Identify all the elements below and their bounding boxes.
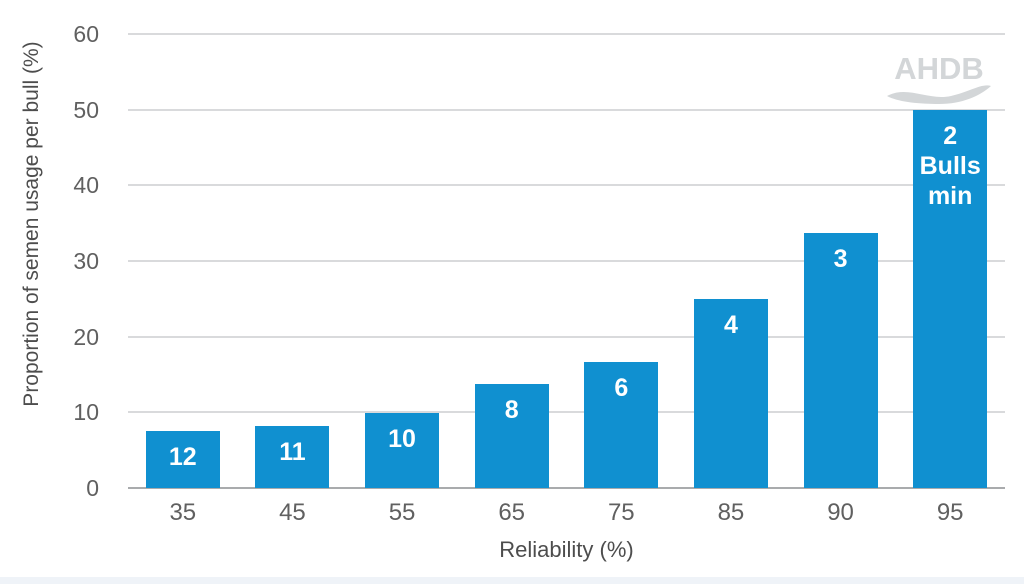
bar-value-label: 8 — [475, 395, 549, 425]
bar-45: 11 — [255, 425, 330, 488]
y-tick-label: 10 — [73, 399, 99, 426]
ahdb-logo-text: AHDB — [894, 51, 984, 86]
bar-value-label-line: 8 — [504, 395, 519, 424]
x-tick-label: 95 — [936, 499, 964, 526]
bar-35: 12 — [145, 431, 220, 488]
bar-value-label: 12 — [146, 442, 220, 472]
bar-value-label-line: 4 — [723, 310, 738, 339]
bar-65: 8 — [474, 383, 549, 488]
bar-55: 10 — [365, 413, 440, 488]
y-tick-label: 0 — [86, 475, 99, 501]
bar-value-label-line: 10 — [388, 425, 416, 454]
gridline-40 — [128, 184, 1005, 187]
bar-value-label: 4 — [694, 310, 768, 340]
gridline-50 — [128, 108, 1005, 111]
y-tick-label: 60 — [73, 21, 99, 47]
y-tick-label: 50 — [73, 96, 99, 123]
bar-value-label: 2 Bulls min — [913, 121, 987, 211]
bar-value-label-line: 6 — [614, 373, 629, 402]
bar-value-label: 10 — [365, 424, 439, 454]
bar-90: 3 — [803, 233, 878, 488]
x-tick-label: 55 — [388, 499, 416, 526]
bar-value-label-line: 12 — [168, 443, 197, 472]
bar-95: 2 Bulls min — [913, 109, 988, 488]
x-axis-title: Reliability (%) — [499, 537, 634, 562]
bar-value-label-line: 3 — [833, 245, 848, 273]
gridline-60 — [128, 33, 1005, 35]
bar-value-label-line: 11 — [279, 437, 306, 466]
bar-value-label-line: Bulls — [919, 151, 981, 180]
bar-value-label-line: 2 — [943, 121, 958, 150]
footer-strip — [0, 577, 1024, 584]
x-tick-label: 75 — [607, 499, 635, 526]
ahdb-logo-swoosh-icon — [887, 85, 991, 104]
y-tick-label: 30 — [73, 248, 99, 274]
bar-value-label: 11 — [255, 437, 329, 467]
ahdb-logo: AHDB — [887, 51, 991, 104]
x-tick-label: 35 — [169, 499, 197, 526]
x-tick-label: 65 — [498, 499, 526, 526]
x-tick-label: 85 — [717, 499, 745, 526]
y-tick-label: 20 — [73, 323, 99, 350]
x-axis-line — [128, 487, 1005, 489]
bar-85: 4 — [693, 298, 768, 488]
gridline-30 — [128, 260, 1005, 262]
bar-75: 6 — [584, 361, 659, 488]
y-tick-label: 40 — [73, 172, 99, 199]
bar-value-label-line: min — [927, 181, 973, 210]
x-tick-label: 45 — [279, 499, 306, 526]
gridline-20 — [128, 335, 1005, 338]
gridline-10 — [128, 411, 1005, 414]
bar-value-label: 3 — [804, 244, 878, 274]
bar-value-label: 6 — [584, 373, 658, 403]
x-tick-label: 90 — [827, 499, 854, 526]
